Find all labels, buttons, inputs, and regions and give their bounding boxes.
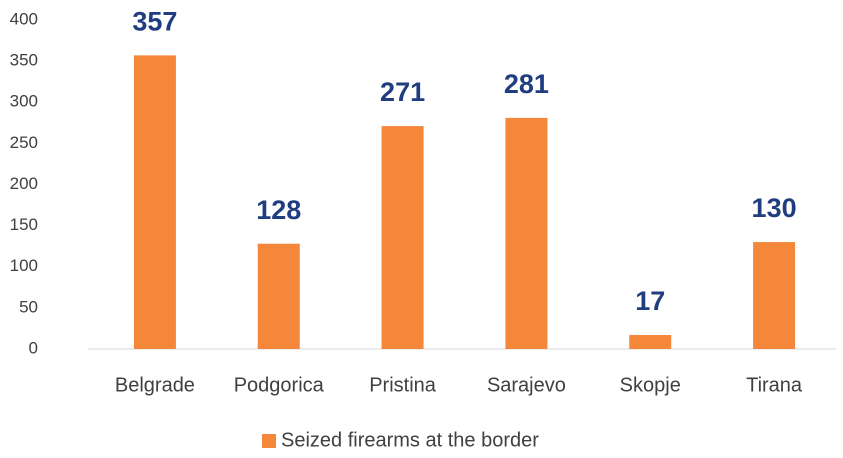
legend-swatch [262, 434, 276, 448]
x-tick-label: Podgorica [234, 374, 325, 396]
y-tick-label: 300 [10, 92, 38, 111]
y-tick-label: 100 [10, 256, 38, 275]
y-tick-label: 250 [10, 133, 38, 152]
data-label: 357 [132, 6, 177, 36]
bar [753, 242, 796, 349]
y-tick-label: 50 [19, 297, 38, 316]
x-tick-label: Belgrade [115, 374, 195, 396]
y-tick-label: 200 [10, 174, 38, 193]
y-tick-label: 400 [10, 9, 38, 28]
bar [133, 55, 176, 350]
x-tick-label: Pristina [369, 374, 437, 396]
bar [381, 126, 424, 349]
data-label: 281 [504, 69, 549, 99]
bar [257, 243, 300, 349]
data-label: 128 [256, 195, 301, 225]
x-tick-label: Sarajevo [487, 374, 566, 396]
y-tick-label: 0 [29, 338, 38, 357]
data-label: 130 [752, 193, 797, 223]
data-label: 17 [635, 286, 665, 316]
x-tick-label: Tirana [746, 374, 803, 396]
bar [629, 335, 672, 349]
x-tick-label: Skopje [620, 374, 681, 396]
y-tick-label: 150 [10, 215, 38, 234]
bar [505, 117, 548, 349]
data-label: 271 [380, 77, 425, 107]
y-tick-label: 350 [10, 51, 38, 70]
legend-label: Seized firearms at the border [281, 429, 539, 451]
